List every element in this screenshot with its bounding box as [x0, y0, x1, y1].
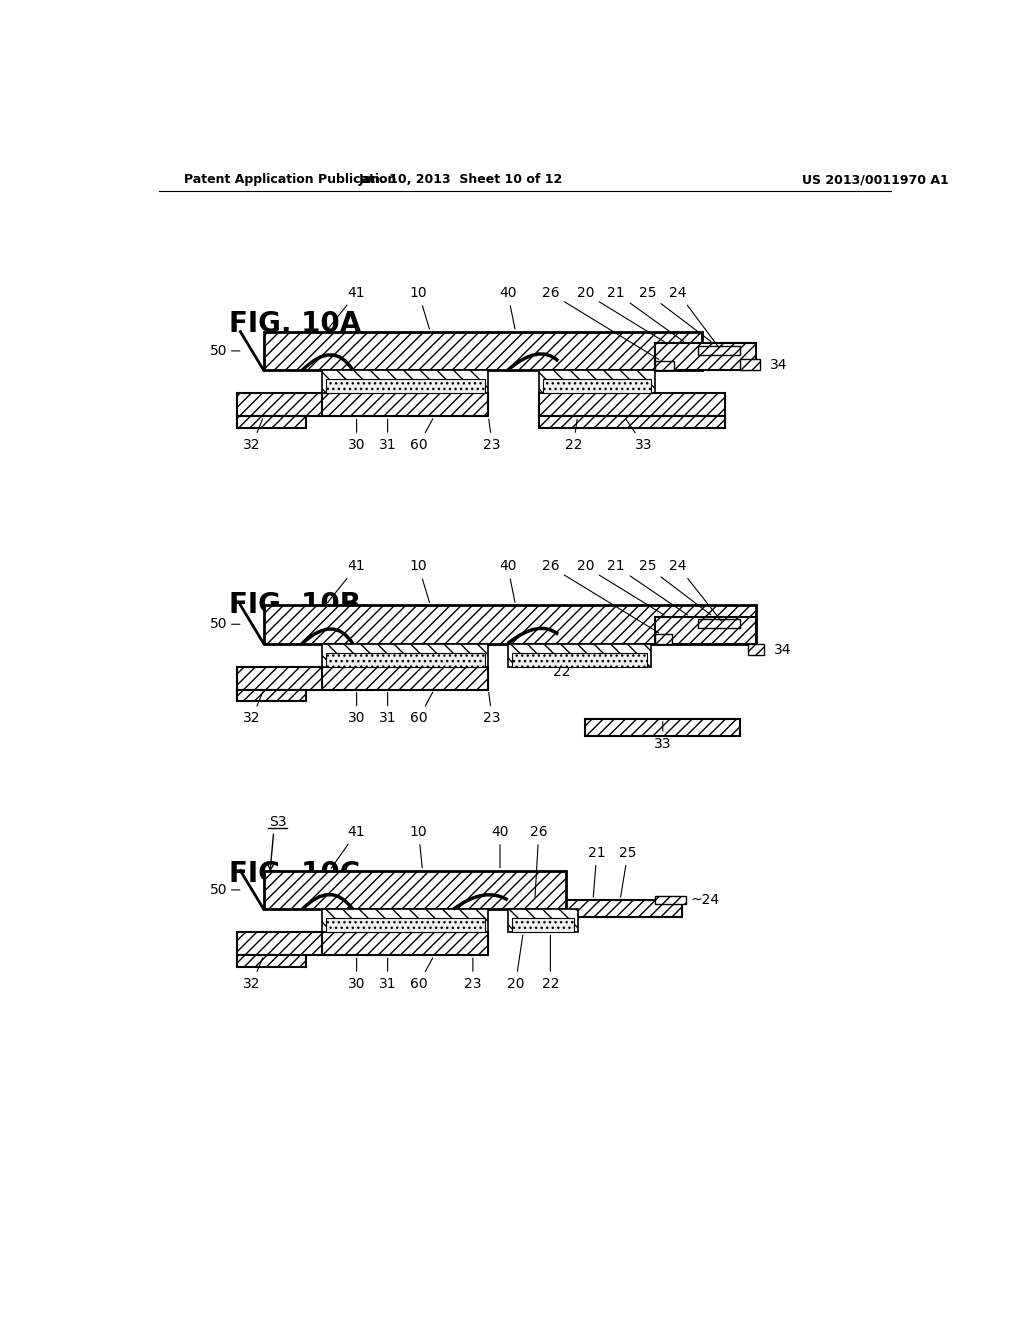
Text: 24: 24 — [670, 286, 719, 348]
Bar — [539, 370, 655, 393]
Text: 25: 25 — [620, 846, 637, 898]
Text: 31: 31 — [379, 420, 396, 451]
Text: 22: 22 — [553, 665, 570, 678]
Bar — [539, 416, 725, 428]
Bar — [655, 360, 675, 370]
Text: 31: 31 — [379, 958, 396, 991]
Text: 20: 20 — [577, 286, 665, 342]
Bar — [655, 616, 756, 644]
Bar — [322, 667, 488, 689]
Text: 20: 20 — [577, 560, 665, 615]
Text: 40: 40 — [499, 560, 516, 602]
Text: FIG. 10C: FIG. 10C — [228, 861, 359, 888]
Text: 22: 22 — [542, 935, 559, 991]
Bar — [322, 393, 488, 416]
Text: FIG. 10B: FIG. 10B — [228, 591, 360, 619]
Text: 30: 30 — [348, 693, 366, 725]
Bar — [508, 909, 578, 932]
Text: ~24: ~24 — [690, 892, 720, 907]
Text: 41: 41 — [328, 560, 366, 603]
Text: 32: 32 — [244, 958, 262, 991]
Text: 41: 41 — [331, 825, 366, 869]
Text: 23: 23 — [483, 693, 501, 725]
Text: 26: 26 — [542, 560, 658, 632]
Bar — [562, 900, 682, 917]
Text: 21: 21 — [607, 560, 687, 615]
Text: 23: 23 — [483, 420, 501, 451]
Bar — [237, 393, 372, 416]
Bar — [237, 689, 306, 701]
Bar — [237, 416, 306, 428]
Text: 21: 21 — [588, 846, 605, 898]
Text: 20: 20 — [507, 935, 524, 991]
Text: 50: 50 — [210, 618, 227, 631]
Text: 41: 41 — [328, 286, 366, 330]
Text: 10: 10 — [410, 825, 427, 867]
Bar — [655, 343, 756, 370]
Bar — [655, 896, 686, 904]
Text: 50: 50 — [210, 345, 227, 358]
Text: 24: 24 — [670, 560, 722, 622]
Text: 32: 32 — [244, 692, 262, 725]
Text: 34: 34 — [773, 643, 792, 656]
Text: 33: 33 — [654, 722, 672, 751]
Polygon shape — [241, 331, 263, 370]
Text: 50: 50 — [210, 883, 227, 896]
Bar — [539, 393, 725, 416]
Bar — [740, 359, 760, 370]
Text: 60: 60 — [410, 692, 433, 725]
Text: 26: 26 — [542, 286, 658, 359]
Bar — [697, 346, 740, 355]
Bar — [263, 871, 566, 909]
Bar — [697, 619, 740, 628]
Text: 25: 25 — [639, 286, 711, 342]
Text: 26: 26 — [530, 825, 548, 898]
Text: 25: 25 — [639, 560, 711, 615]
Bar — [237, 956, 306, 966]
Text: 40: 40 — [492, 825, 509, 867]
Bar — [748, 644, 764, 655]
Text: Jan. 10, 2013  Sheet 10 of 12: Jan. 10, 2013 Sheet 10 of 12 — [359, 173, 563, 186]
Bar — [237, 932, 372, 956]
Bar — [326, 379, 484, 393]
Bar — [543, 379, 651, 393]
Text: 30: 30 — [348, 958, 366, 991]
Bar — [508, 644, 651, 667]
Text: FIG. 10A: FIG. 10A — [228, 310, 361, 338]
Text: 10: 10 — [410, 286, 429, 329]
Bar — [655, 635, 672, 644]
Text: S3: S3 — [269, 816, 287, 829]
Bar — [322, 909, 488, 932]
Text: 30: 30 — [348, 420, 366, 451]
Text: 31: 31 — [379, 693, 396, 725]
Text: 33: 33 — [626, 418, 652, 451]
Text: Patent Application Publication: Patent Application Publication — [183, 173, 396, 186]
Bar — [322, 644, 488, 667]
Bar — [263, 605, 756, 644]
Text: US 2013/0011970 A1: US 2013/0011970 A1 — [802, 173, 949, 186]
Text: 60: 60 — [410, 958, 433, 991]
Bar — [237, 667, 372, 689]
Bar — [326, 919, 484, 932]
Bar — [263, 331, 701, 370]
Text: 10: 10 — [410, 560, 429, 602]
Text: 34: 34 — [770, 358, 787, 372]
Text: 40: 40 — [499, 286, 516, 329]
Bar — [586, 719, 740, 737]
Bar — [326, 653, 484, 667]
Text: 32: 32 — [244, 418, 262, 451]
Text: 22: 22 — [565, 420, 583, 451]
Text: 60: 60 — [410, 418, 433, 451]
Text: 23: 23 — [464, 958, 481, 991]
Bar — [322, 932, 488, 956]
Bar — [512, 653, 647, 667]
Bar — [322, 370, 488, 393]
Text: 21: 21 — [607, 286, 684, 342]
Bar — [512, 919, 573, 932]
